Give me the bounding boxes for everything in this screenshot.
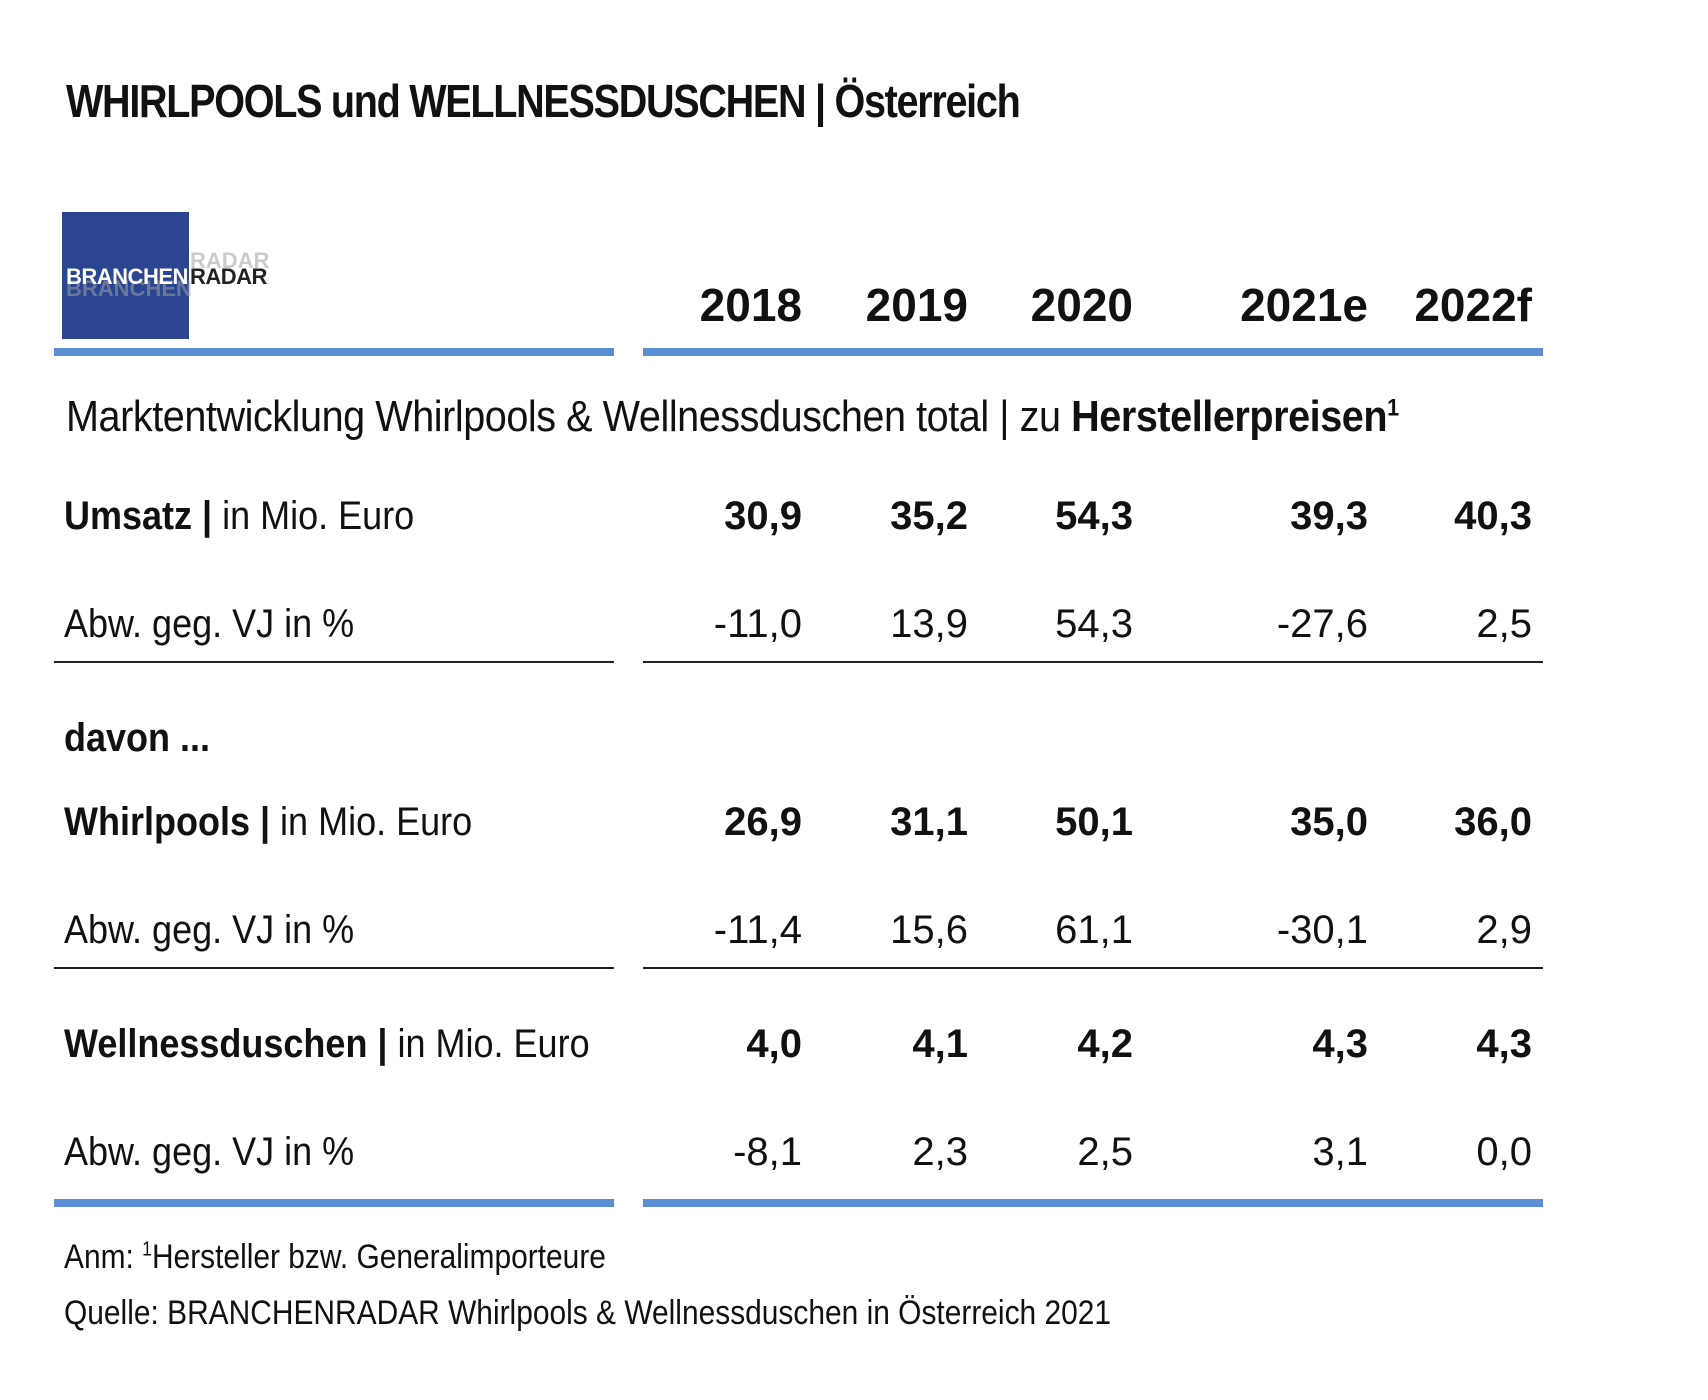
footer-rule-right — [643, 1199, 1543, 1207]
table-cell: 0,0 — [1476, 1130, 1532, 1174]
header-rule-right — [643, 348, 1543, 356]
table-cell: 35,2 — [890, 494, 968, 538]
section-title-footnote-marker: 1 — [1387, 394, 1399, 422]
row-label-wellnessduschen: Wellnessduschen | in Mio. Euro — [64, 1022, 590, 1067]
row-label-unit: in Mio. Euro — [212, 494, 415, 538]
table-cell: -11,0 — [713, 602, 802, 646]
table-cell: 31,1 — [890, 800, 968, 844]
table-cell: -8,1 — [733, 1130, 802, 1174]
row-label-unit: in Mio. Euro — [270, 800, 473, 844]
row-label-bold: Umsatz | — [64, 494, 213, 538]
footer-rule-left — [54, 1199, 614, 1207]
table-cell: 13,9 — [890, 602, 968, 646]
row-separator — [643, 967, 1543, 969]
row-separator — [54, 661, 614, 663]
table-cell: 30,9 — [724, 494, 802, 538]
row-separator — [643, 661, 1543, 663]
footnote-prefix: Anm: — [64, 1238, 143, 1276]
table-cell: -11,4 — [713, 908, 802, 952]
table-cell: 50,1 — [1055, 800, 1133, 844]
logo-ghost-text: BRANCHEN — [66, 276, 192, 301]
table-cell: 40,3 — [1454, 494, 1532, 538]
table-cell: 39,3 — [1290, 494, 1368, 538]
table-cell: -27,6 — [1276, 602, 1368, 646]
table-cell: 2,3 — [912, 1130, 968, 1174]
table-cell: 2,5 — [1077, 1130, 1133, 1174]
row-label-unit: in Mio. Euro — [387, 1022, 590, 1066]
table-cell: 35,0 — [1290, 800, 1368, 844]
table-cell: 4,0 — [746, 1022, 802, 1066]
row-label-change: Abw. geg. VJ in % — [64, 1130, 355, 1174]
table-cell: 3,1 — [1312, 1130, 1368, 1174]
header-rule-left — [54, 348, 614, 356]
table-cell: 4,2 — [1077, 1022, 1133, 1066]
page-title: WHIRLPOOLS und WELLNESSDUSCHEN | Österre… — [66, 75, 1021, 127]
section-title-text: Marktentwicklung Whirlpools & Wellnessdu… — [66, 392, 1072, 441]
row-label-davon: davon ... — [64, 716, 210, 761]
footnote-text: Hersteller bzw. Generalimporteure — [151, 1238, 606, 1276]
column-header: 2022f — [1414, 279, 1532, 331]
logo — [62, 212, 189, 339]
column-header: 2020 — [1030, 279, 1133, 331]
table-cell: 54,3 — [1055, 602, 1133, 646]
row-label-change: Abw. geg. VJ in % — [64, 908, 355, 952]
logo-ghost-text: RADAR — [190, 248, 270, 273]
row-label-change: Abw. geg. VJ in % — [64, 602, 355, 646]
table-cell: 4,3 — [1476, 1022, 1532, 1066]
table-cell: 4,1 — [912, 1022, 968, 1066]
row-label-bold: davon ... — [64, 716, 211, 760]
column-header: 2021e — [1240, 279, 1368, 331]
row-label-whirlpools: Whirlpools | in Mio. Euro — [64, 800, 472, 845]
row-label-umsatz: Umsatz | in Mio. Euro — [64, 494, 414, 539]
footnote-source: Quelle: BRANCHENRADAR Whirlpools & Welln… — [64, 1294, 1112, 1332]
table-cell: 4,3 — [1312, 1022, 1368, 1066]
table-cell: 26,9 — [724, 800, 802, 844]
table-cell: 36,0 — [1454, 800, 1532, 844]
column-header: 2018 — [699, 279, 802, 331]
row-separator — [54, 967, 614, 969]
logo-text-branchen: BRANCHEN — [66, 264, 188, 289]
table-cell: 2,9 — [1476, 908, 1532, 952]
table-cell: -30,1 — [1276, 908, 1368, 952]
footnote-note: Anm: 1Hersteller bzw. Generalimporteure — [64, 1238, 606, 1277]
table-cell: 2,5 — [1476, 602, 1532, 646]
section-title-bold: Herstellerpreisen — [1071, 392, 1388, 441]
section-title: Marktentwicklung Whirlpools & Wellnessdu… — [66, 392, 1399, 442]
table-cell: 15,6 — [890, 908, 968, 952]
table-cell: 54,3 — [1055, 494, 1133, 538]
logo-text-radar: RADAR — [190, 264, 267, 289]
row-label-bold: Wellnessduschen | — [64, 1022, 388, 1066]
footnote-marker: 1 — [142, 1238, 152, 1261]
table-cell: 61,1 — [1055, 908, 1133, 952]
column-header: 2019 — [865, 279, 968, 331]
row-label-bold: Whirlpools | — [64, 800, 271, 844]
